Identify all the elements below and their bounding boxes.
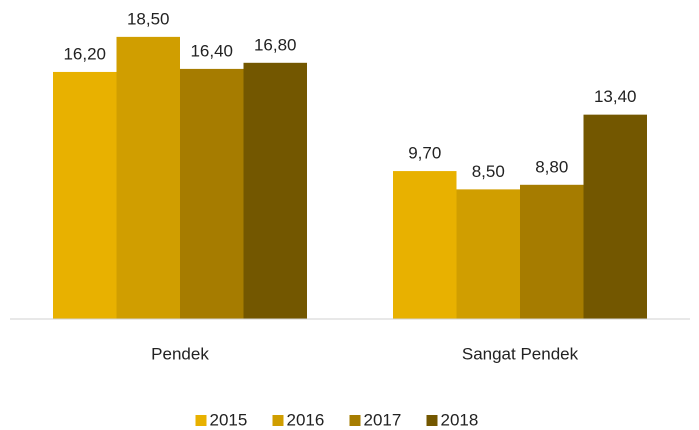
bar [583, 114, 647, 320]
data-label: 16,20 [63, 44, 106, 63]
x-tick-label: Pendek [151, 344, 209, 363]
legend-label: 2017 [364, 410, 402, 429]
data-label: 9,70 [408, 144, 441, 163]
data-label: 13,40 [594, 87, 637, 106]
bar [243, 62, 307, 320]
legend-label: 2016 [287, 410, 325, 429]
bar [53, 71, 117, 319]
data-label: 16,40 [190, 41, 233, 60]
data-label: 18,50 [127, 9, 170, 28]
legend-label: 2015 [210, 410, 248, 429]
legend-swatch [272, 415, 284, 426]
legend-swatch [195, 415, 207, 426]
bar [520, 184, 584, 319]
legend-swatch [426, 415, 438, 426]
bar [456, 189, 520, 319]
legend-label: 2018 [441, 410, 479, 429]
bar [180, 68, 244, 320]
bar [116, 36, 180, 319]
data-label: 8,50 [472, 162, 505, 181]
data-label: 16,80 [254, 35, 297, 54]
data-label: 8,80 [535, 157, 568, 176]
legend-swatch [349, 415, 361, 426]
x-tick-label: Sangat Pendek [462, 344, 579, 363]
bar [393, 171, 457, 319]
